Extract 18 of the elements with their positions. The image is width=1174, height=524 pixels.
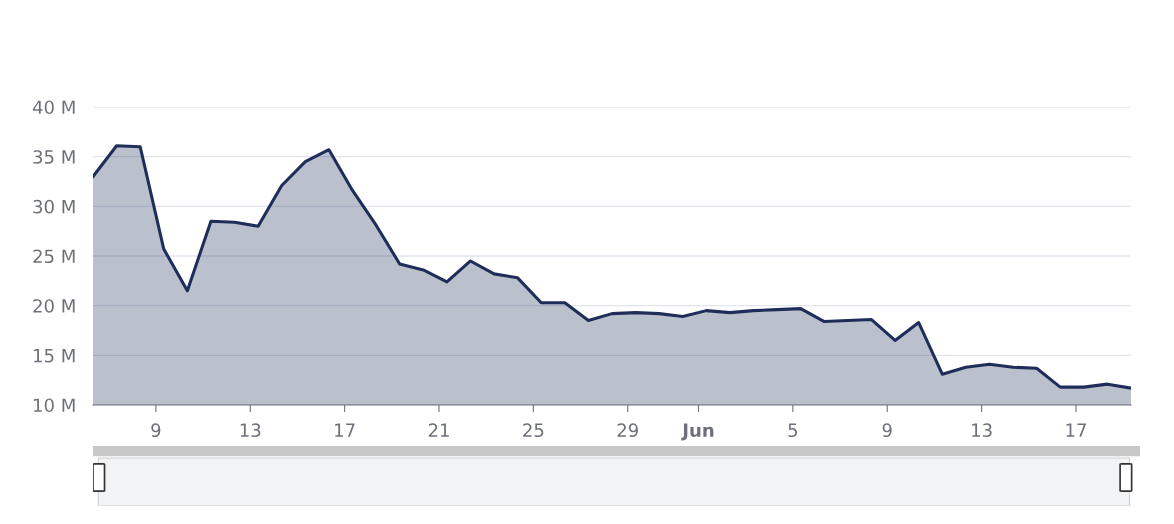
y-tick-label: 30 M	[33, 199, 75, 214]
x-tick-label: 9	[151, 423, 161, 438]
x-tick-label: 17	[1066, 423, 1086, 437]
x-tick-label: 21	[428, 423, 449, 437]
y-tick-label: 25 M	[33, 249, 75, 264]
y-tick-label: 15 M	[34, 349, 75, 363]
y-tick-label: 40 M	[32, 100, 75, 115]
y-tick-label: 20 M	[33, 299, 75, 313]
x-tick-label: 9	[882, 423, 892, 438]
y-tick-label: 35 M	[33, 150, 75, 164]
x-tick-label: 13	[240, 423, 261, 438]
x-tick-label: 17	[335, 423, 355, 437]
y-tick-label: 10 M	[34, 398, 75, 413]
x-tick-label: Jun	[681, 423, 714, 441]
x-tick-label: 25	[523, 423, 544, 438]
x-tick-label: 5	[788, 423, 798, 438]
x-tick-label: 13	[972, 423, 992, 438]
x-tick-label: 29	[617, 423, 638, 438]
